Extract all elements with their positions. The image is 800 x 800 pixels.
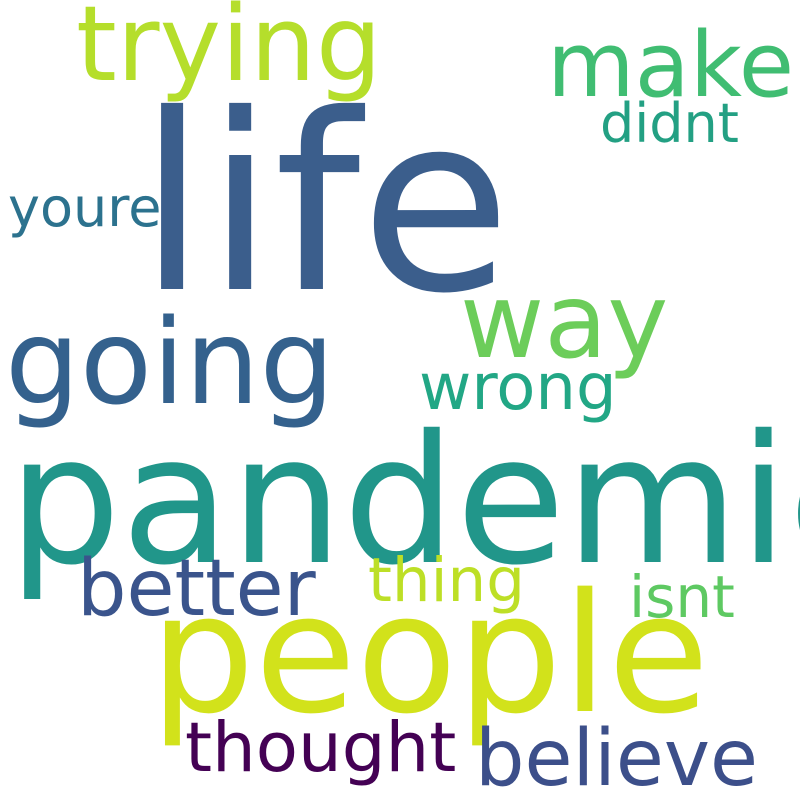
word-going: going — [5, 293, 335, 431]
word-pandemic: pandemic — [8, 397, 800, 604]
word-make: make — [547, 13, 795, 118]
word-people: people — [150, 558, 710, 750]
word-thought: thought — [185, 708, 457, 788]
word-trying: trying — [76, 0, 382, 105]
word-isnt: isnt — [629, 563, 735, 631]
word-life: life — [138, 62, 512, 347]
word-didnt: didnt — [600, 92, 739, 155]
word-wrong: wrong — [419, 351, 617, 425]
word-youre: youre — [8, 176, 162, 239]
word-thing: thing — [368, 545, 525, 616]
word-way: way — [460, 262, 669, 382]
word-better: better — [77, 544, 316, 634]
word-believe: believe — [475, 714, 758, 800]
